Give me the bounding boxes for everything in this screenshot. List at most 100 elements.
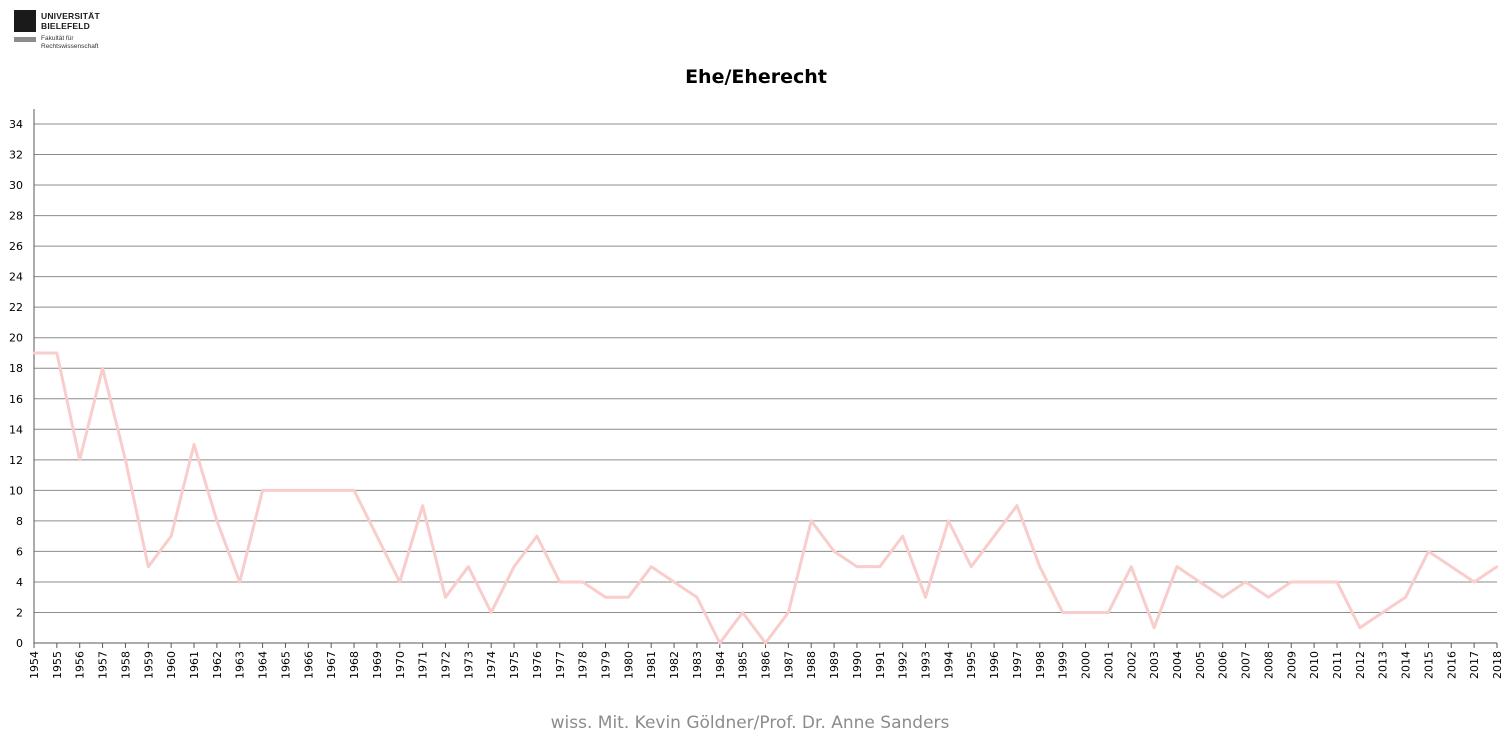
logo-sub-line1: Fakultät für	[41, 35, 74, 42]
data-point	[992, 534, 996, 538]
data-point	[467, 565, 470, 568]
x-tick-label: 1964	[257, 651, 270, 679]
y-tick-label: 10	[9, 484, 23, 497]
data-point	[124, 458, 127, 462]
data-point	[1084, 611, 1087, 614]
y-tick-label: 16	[9, 393, 23, 406]
x-tick-label: 2015	[1422, 651, 1435, 679]
data-point	[215, 519, 219, 523]
data-point	[1015, 504, 1019, 507]
x-tick-label: 1978	[577, 651, 590, 679]
data-point	[695, 596, 699, 599]
x-tick-label: 1960	[165, 651, 178, 679]
data-point	[375, 534, 379, 538]
logo-sub-line2: Rechtswissenschaft	[41, 42, 99, 50]
y-tick-label: 8	[16, 515, 23, 528]
data-point	[1038, 565, 1042, 568]
x-tick-label: 1990	[851, 651, 864, 679]
data-point	[421, 504, 424, 507]
y-tick-label: 24	[9, 271, 23, 284]
x-tick-label: 1981	[645, 651, 658, 679]
x-tick-label: 1994	[942, 651, 955, 679]
data-point	[558, 580, 561, 584]
data-point	[535, 534, 539, 538]
data-point	[1198, 580, 1202, 584]
y-tick-label: 28	[9, 210, 23, 223]
data-point	[78, 458, 81, 462]
data-point	[55, 351, 59, 355]
x-tick-label: 1956	[74, 651, 87, 679]
data-point	[1152, 626, 1156, 629]
y-tick-label: 12	[9, 454, 23, 467]
data-point	[1130, 565, 1133, 568]
x-tick-label: 2010	[1308, 651, 1321, 679]
data-point	[1472, 580, 1476, 584]
x-tick-label: 1974	[485, 651, 498, 679]
chart-title: Ehe/Eherecht	[685, 66, 827, 88]
y-tick-label: 18	[9, 362, 23, 375]
x-tick-label: 1972	[439, 651, 452, 679]
x-tick-label: 1970	[394, 651, 407, 679]
x-tick-label: 2013	[1377, 651, 1390, 679]
x-tick-label: 1997	[1011, 651, 1024, 679]
y-tick-label: 0	[16, 637, 23, 650]
data-point	[398, 580, 401, 584]
data-point	[947, 519, 950, 523]
x-tick-label: 1971	[417, 651, 430, 679]
y-tick-label: 4	[16, 576, 23, 589]
x-tick-label: 1989	[828, 651, 841, 679]
x-tick-label: 2017	[1468, 651, 1481, 679]
x-tick-label: 2006	[1217, 651, 1230, 679]
x-tick-label: 1992	[897, 651, 910, 679]
x-tick-label: 1958	[119, 651, 132, 679]
x-tick-label: 1979	[599, 651, 612, 679]
x-tick-label: 1977	[554, 651, 567, 679]
y-tick-label: 26	[9, 240, 23, 253]
x-tick-label: 1995	[965, 651, 978, 679]
x-tick-label: 1991	[874, 651, 887, 679]
x-tick-label: 1968	[348, 651, 361, 679]
university-logo: UNIVERSITÄT BIELEFELD Fakultät für Recht…	[14, 10, 124, 54]
data-point	[192, 443, 196, 446]
data-point	[1221, 596, 1224, 599]
data-point	[672, 580, 676, 584]
x-tick-label: 2005	[1194, 651, 1207, 679]
data-point	[238, 580, 241, 584]
data-point	[764, 641, 767, 645]
data-point	[1312, 580, 1316, 584]
logo-name: UNIVERSITÄT BIELEFELD	[41, 11, 100, 31]
data-point	[970, 565, 973, 568]
x-tick-label: 1965	[279, 651, 292, 679]
x-tick-label: 1959	[142, 651, 155, 679]
data-point	[1107, 611, 1110, 614]
x-tick-label: 2004	[1171, 651, 1184, 679]
data-point	[1335, 580, 1339, 584]
data-point	[147, 565, 150, 568]
x-tick-label: 1969	[371, 651, 384, 679]
data-point	[581, 580, 584, 584]
data-point	[604, 596, 607, 599]
data-point	[901, 534, 904, 538]
data-point	[307, 489, 310, 492]
data-point	[810, 519, 813, 523]
x-tick-label: 2003	[1148, 651, 1161, 679]
data-point	[101, 367, 104, 370]
x-tick-label: 1975	[508, 651, 521, 679]
logo-bar-icon	[14, 37, 36, 42]
x-tick-label: 1973	[462, 651, 475, 679]
data-point	[1495, 565, 1499, 568]
data-point	[1061, 611, 1064, 614]
x-tick-label: 1983	[691, 651, 704, 679]
x-tick-label: 2009	[1285, 651, 1298, 679]
x-tick-label: 1955	[51, 651, 64, 679]
y-tick-label: 32	[9, 149, 23, 162]
data-point	[444, 596, 447, 599]
x-tick-label: 1954	[28, 651, 41, 679]
x-tick-label: 1976	[531, 651, 544, 679]
data-point	[1427, 550, 1430, 553]
data-point	[261, 489, 264, 492]
data-point	[284, 489, 287, 492]
y-tick-label: 14	[9, 423, 23, 436]
data-point	[878, 565, 881, 568]
x-tick-label: 1982	[668, 651, 681, 679]
